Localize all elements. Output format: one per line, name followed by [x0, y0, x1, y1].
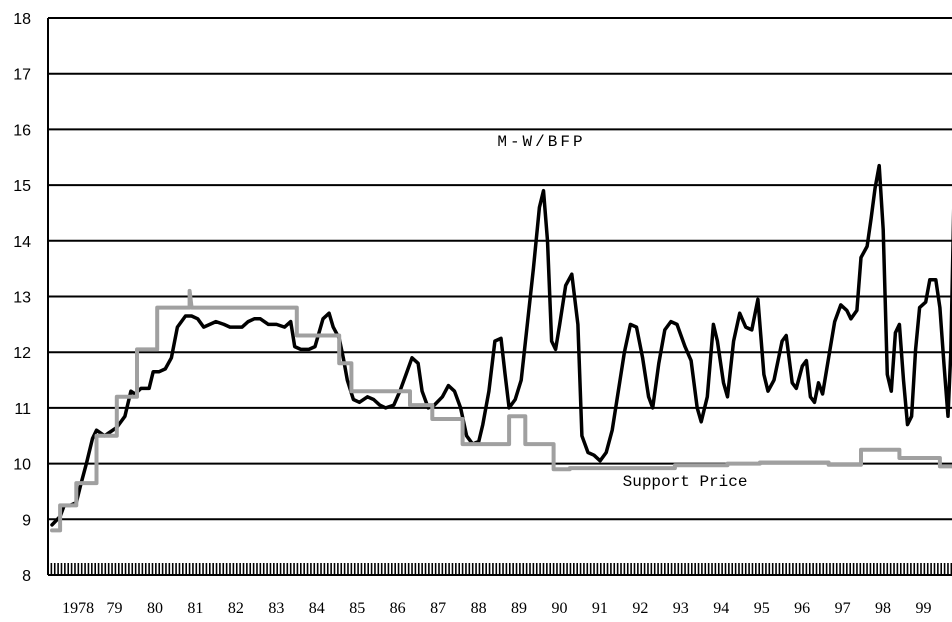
x-tick-label: 1978 [62, 600, 94, 617]
x-tick-label: 84 [309, 600, 325, 617]
y-tick-label: 11 [14, 401, 31, 418]
x-tick-label: 93 [673, 600, 689, 617]
series-line-m-w-bfp [50, 163, 952, 527]
y-tick-label: 18 [13, 11, 31, 28]
y-tick-label: 15 [13, 178, 31, 195]
y-tick-label: 12 [13, 345, 31, 362]
y-tick-label: 8 [22, 568, 31, 585]
series-line-support-price [50, 288, 952, 533]
x-tick-label: 81 [187, 600, 203, 617]
x-tick-label: 96 [794, 600, 810, 617]
y-tick-label: 17 [13, 67, 31, 84]
grid-lines [48, 17, 952, 576]
x-tick-label: 99 [915, 600, 931, 617]
series-lines [50, 163, 952, 533]
x-tick-label: 98 [875, 600, 891, 617]
x-tick-label: 97 [835, 600, 851, 617]
x-tick-label: 85 [349, 600, 365, 617]
y-tick-label: 14 [13, 234, 31, 251]
x-tick-label: 90 [551, 600, 567, 617]
x-tick-label: 80 [147, 600, 163, 617]
x-tick-label: 82 [228, 600, 244, 617]
x-tick-label: 95 [754, 600, 770, 617]
x-tick-label: 92 [632, 600, 648, 617]
y-tick-label: 9 [22, 512, 31, 529]
series-label: M-W/BFP [497, 133, 585, 151]
x-axis-minor-ticks [47, 563, 952, 575]
y-tick-label: 13 [13, 290, 31, 307]
x-tick-label: 91 [592, 600, 608, 617]
chart-axes [47, 18, 952, 575]
x-tick-label: 79 [107, 600, 123, 617]
x-tick-label: 86 [390, 600, 406, 617]
x-tick-label: 88 [471, 600, 487, 617]
x-tick-label: 94 [713, 600, 729, 617]
y-tick-label: 16 [13, 122, 31, 139]
x-tick-label: 89 [511, 600, 527, 617]
series-label: Support Price [623, 473, 748, 491]
y-tick-label: 10 [13, 457, 31, 474]
x-tick-label: 87 [430, 600, 446, 617]
x-tick-label: 83 [268, 600, 284, 617]
